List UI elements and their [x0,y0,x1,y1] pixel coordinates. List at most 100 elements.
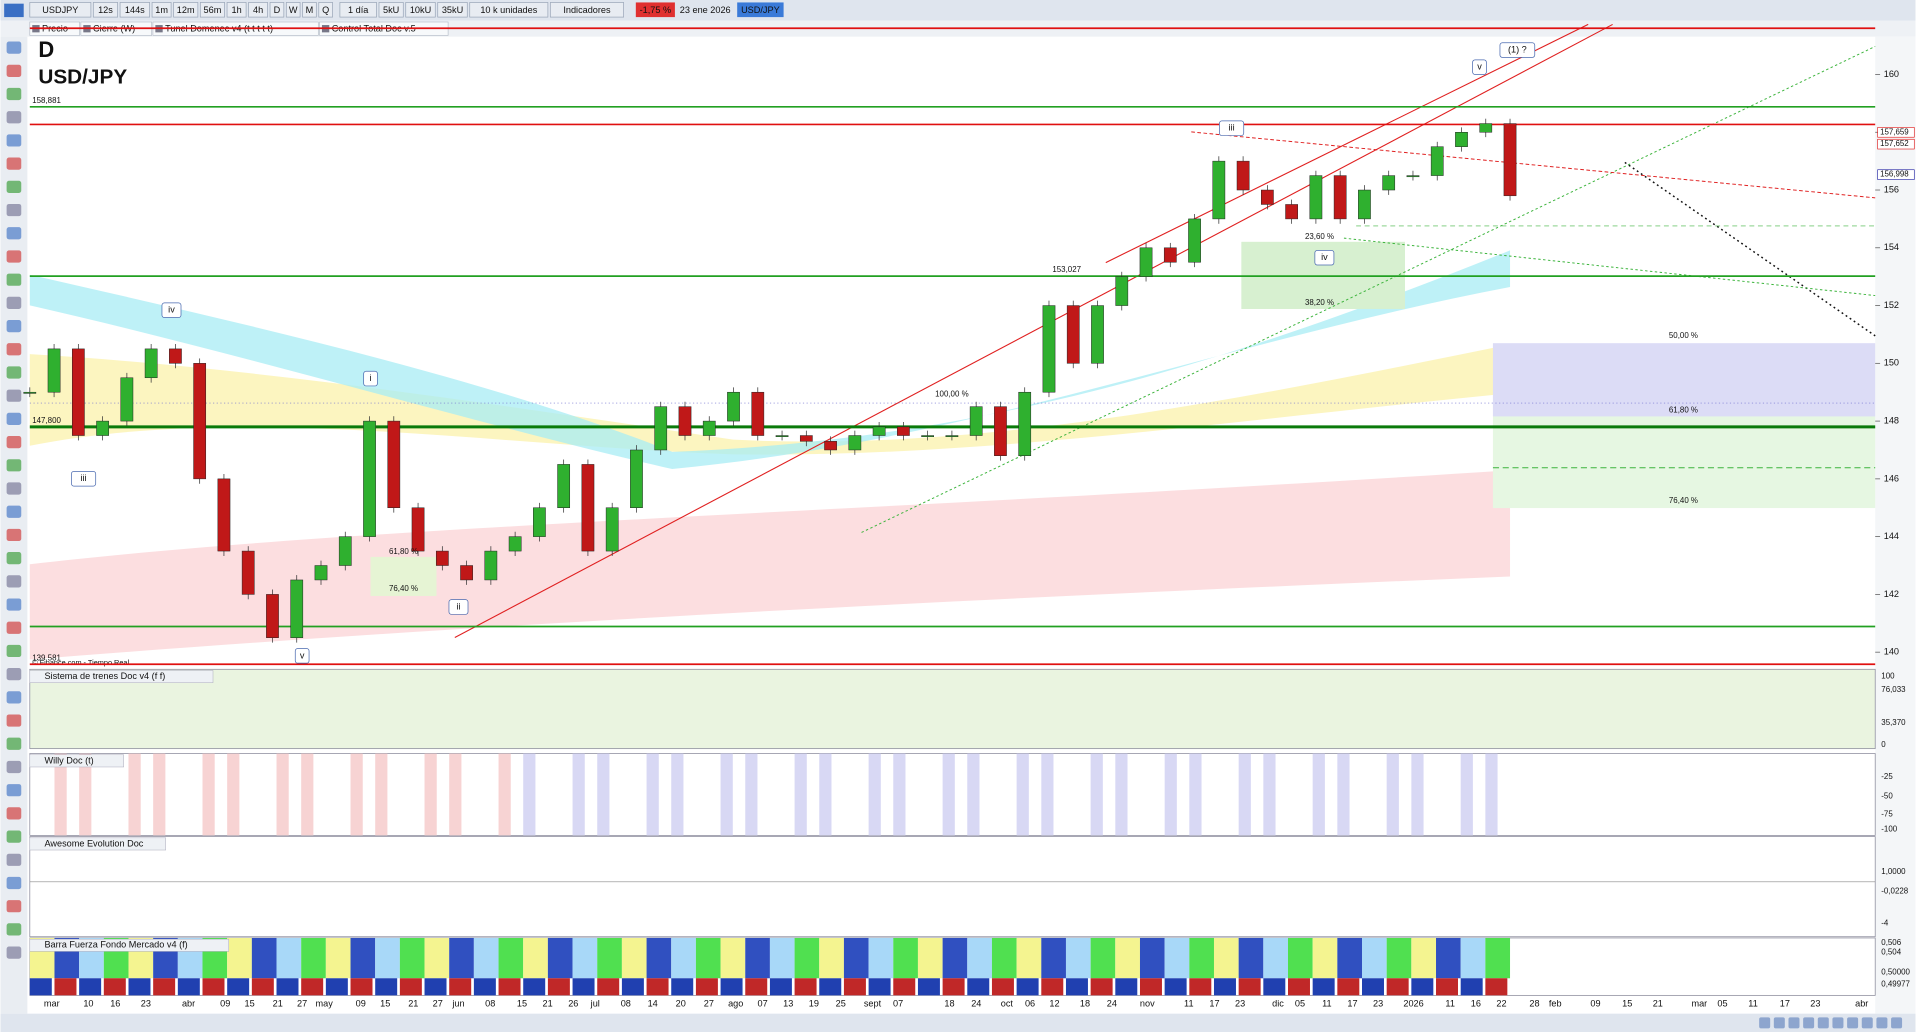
toolbar-button[interactable] [92,2,118,18]
status-icon[interactable] [1832,1017,1844,1029]
status-icon[interactable] [1891,1017,1903,1029]
tool-icon[interactable] [6,157,22,170]
panel-bar [942,978,965,996]
wave-box [71,471,97,487]
panel-bar [1362,978,1384,996]
tool-icon[interactable] [6,923,22,936]
tool-icon[interactable] [6,134,22,147]
toolbar-button[interactable] [469,2,549,18]
panel-stripe [375,753,388,836]
toolbar-button[interactable] [302,2,317,18]
toolbar-button[interactable] [29,2,92,18]
panel-stripe [1263,753,1276,836]
tool-icon[interactable] [6,714,22,727]
tool-icon[interactable] [6,87,22,101]
panel-stripe [819,753,832,836]
tool-icon[interactable] [6,552,22,565]
tool-icon[interactable] [6,250,22,263]
tool-icon[interactable] [6,644,22,658]
x-tick-label: 09 [220,998,230,1008]
candle [144,348,158,379]
toolbar-button[interactable] [173,2,199,18]
tool-icon[interactable] [6,64,22,77]
tool-icon[interactable] [6,41,22,54]
tool-icon[interactable] [6,459,22,472]
tool-icon[interactable] [6,412,22,426]
tool-icon[interactable] [6,691,22,704]
toolbar-button[interactable] [437,2,468,18]
button-label: Q [322,5,329,15]
tool-icon[interactable] [6,227,22,240]
tool-icon[interactable] [6,807,22,820]
toolbar-button[interactable] [269,2,285,18]
status-icon[interactable] [1773,1017,1785,1029]
tool-icon[interactable] [6,784,22,797]
tool-icon[interactable] [6,853,22,866]
tool-icon[interactable] [6,737,22,750]
toolbar-button[interactable] [226,2,247,18]
tool-icon[interactable] [6,296,22,309]
panel-title-bg [29,938,230,952]
panel-bar [276,978,299,996]
tool-icon[interactable] [6,319,22,333]
status-icon[interactable] [1788,1017,1800,1029]
tool-icon[interactable] [6,366,22,379]
tool-icon[interactable] [6,598,22,611]
toolbar-button[interactable] [285,2,301,18]
tool-icon[interactable] [6,946,22,959]
status-icon[interactable] [1803,1017,1815,1029]
toolbar-button[interactable] [199,2,225,18]
panel-stripe [1386,753,1399,836]
status-icon[interactable] [1861,1017,1873,1029]
status-icon[interactable] [1817,1017,1829,1029]
panel-stripe [301,937,326,979]
tool-icon[interactable] [6,621,22,634]
status-icon[interactable] [1876,1017,1888,1029]
tool-icon[interactable] [6,389,22,402]
toolbar-button[interactable] [549,2,624,18]
level-label: 147,800 [32,416,61,425]
candle [1358,189,1371,220]
panel-stripe [1213,937,1239,979]
panel-stripe [1337,753,1350,836]
tool-icon[interactable] [6,273,22,286]
status-icon[interactable] [1847,1017,1859,1029]
toolbar-button[interactable] [405,2,436,18]
tool-icon[interactable] [6,505,22,518]
panel-stripe [350,937,376,979]
toolbar-button[interactable] [248,2,268,18]
candle [314,565,328,581]
tool-icon[interactable] [6,180,22,193]
x-tick-label: 11 [1748,998,1757,1008]
tool-icon[interactable] [6,575,22,588]
candle [1042,305,1056,393]
toolbar-button[interactable] [119,2,150,18]
panel-stripe [1189,937,1214,979]
tool-icon[interactable] [6,900,22,913]
candle [1333,175,1347,220]
tool-icon[interactable] [6,343,22,356]
panel-stripe [1164,937,1190,979]
x-tick-label: 22 [1496,998,1506,1008]
tool-icon[interactable] [6,760,22,774]
tool-icon[interactable] [6,876,22,890]
tool-icon[interactable] [6,111,22,124]
tool-icon[interactable] [6,830,22,843]
status-icon[interactable] [1759,1017,1771,1029]
x-tick-label: 11 [1322,998,1332,1008]
tool-icon[interactable] [6,482,22,495]
tool-icon[interactable] [6,528,22,542]
tool-icon[interactable] [6,203,22,217]
panel-stripe [1485,753,1498,836]
toolbar-button[interactable] [151,2,172,18]
toolbar-button[interactable] [318,2,333,18]
tool-icon[interactable] [6,436,22,449]
panel-stripe [1337,937,1363,979]
panel-bar [523,978,546,996]
toolbar-button[interactable] [339,2,377,18]
toolbar-button[interactable] [378,2,404,18]
panel-stripe [868,937,894,979]
candle [508,536,522,552]
tool-icon[interactable] [6,668,22,681]
